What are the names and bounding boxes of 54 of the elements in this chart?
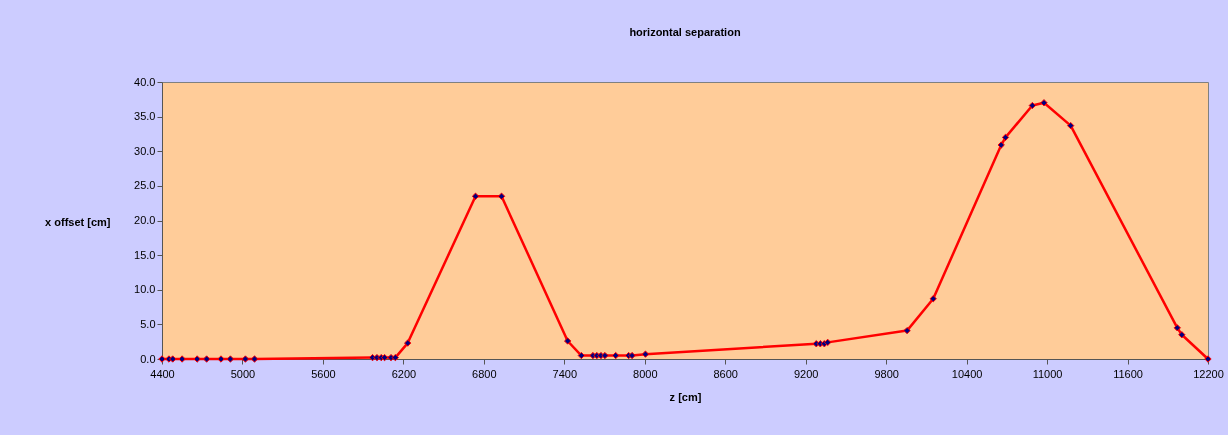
point bbox=[824, 338, 832, 347]
y-tick-label: 35.0 bbox=[134, 110, 156, 123]
y-tick-label: 15.0 bbox=[134, 248, 156, 261]
point bbox=[612, 351, 620, 360]
point bbox=[1178, 331, 1186, 339]
y-tick-label: 20.0 bbox=[134, 214, 156, 226]
y-tick-label: 10.0 bbox=[134, 283, 156, 296]
point bbox=[250, 355, 259, 363]
point bbox=[1001, 133, 1010, 142]
point bbox=[1173, 324, 1181, 332]
point bbox=[380, 353, 389, 362]
chart-title: horizontal separation bbox=[629, 26, 741, 38]
point bbox=[471, 192, 480, 200]
point bbox=[193, 355, 201, 363]
x-tick-label: 11000 bbox=[1032, 367, 1063, 380]
point bbox=[641, 350, 650, 358]
x-tick-label: 11600 bbox=[1113, 367, 1143, 380]
point bbox=[202, 355, 211, 363]
point bbox=[391, 353, 399, 362]
point bbox=[577, 351, 585, 360]
point bbox=[903, 326, 911, 335]
y-tick-label: 40.0 bbox=[134, 75, 156, 88]
x-tick-label: 8600 bbox=[713, 367, 738, 380]
x-tick-label: 4400 bbox=[150, 367, 175, 380]
x-tick-label: 8000 bbox=[633, 367, 658, 380]
point bbox=[1067, 121, 1075, 130]
y-tick-label: 30.0 bbox=[134, 144, 156, 157]
x-tick-label: 12200 bbox=[1193, 367, 1224, 380]
point bbox=[178, 355, 186, 363]
point bbox=[241, 355, 250, 363]
x-axis-title: z [cm] bbox=[669, 390, 702, 403]
point bbox=[169, 355, 177, 363]
y-tick-label: 5.0 bbox=[140, 317, 156, 330]
point bbox=[497, 192, 506, 200]
point bbox=[564, 337, 572, 345]
point bbox=[404, 339, 412, 347]
x-tick-label: 10400 bbox=[951, 367, 983, 380]
point bbox=[997, 141, 1005, 149]
point bbox=[217, 355, 225, 363]
y-axis-title: x offset [cm] bbox=[45, 215, 111, 228]
x-tick-label: 7400 bbox=[552, 367, 578, 380]
point bbox=[226, 355, 235, 363]
point bbox=[929, 295, 937, 303]
point bbox=[1028, 101, 1036, 110]
point bbox=[601, 351, 609, 360]
x-tick-label: 9200 bbox=[793, 367, 819, 380]
x-tick-label: 5000 bbox=[230, 367, 256, 380]
y-tick-label: 0.0 bbox=[140, 352, 156, 365]
x-tick-label: 6800 bbox=[472, 367, 497, 380]
x-tick-label: 6200 bbox=[391, 367, 417, 380]
x-tick-label: 9800 bbox=[874, 367, 899, 380]
y-tick-label: 25.0 bbox=[134, 179, 156, 192]
x-tick-label: 5600 bbox=[311, 367, 336, 380]
point bbox=[1040, 99, 1048, 107]
